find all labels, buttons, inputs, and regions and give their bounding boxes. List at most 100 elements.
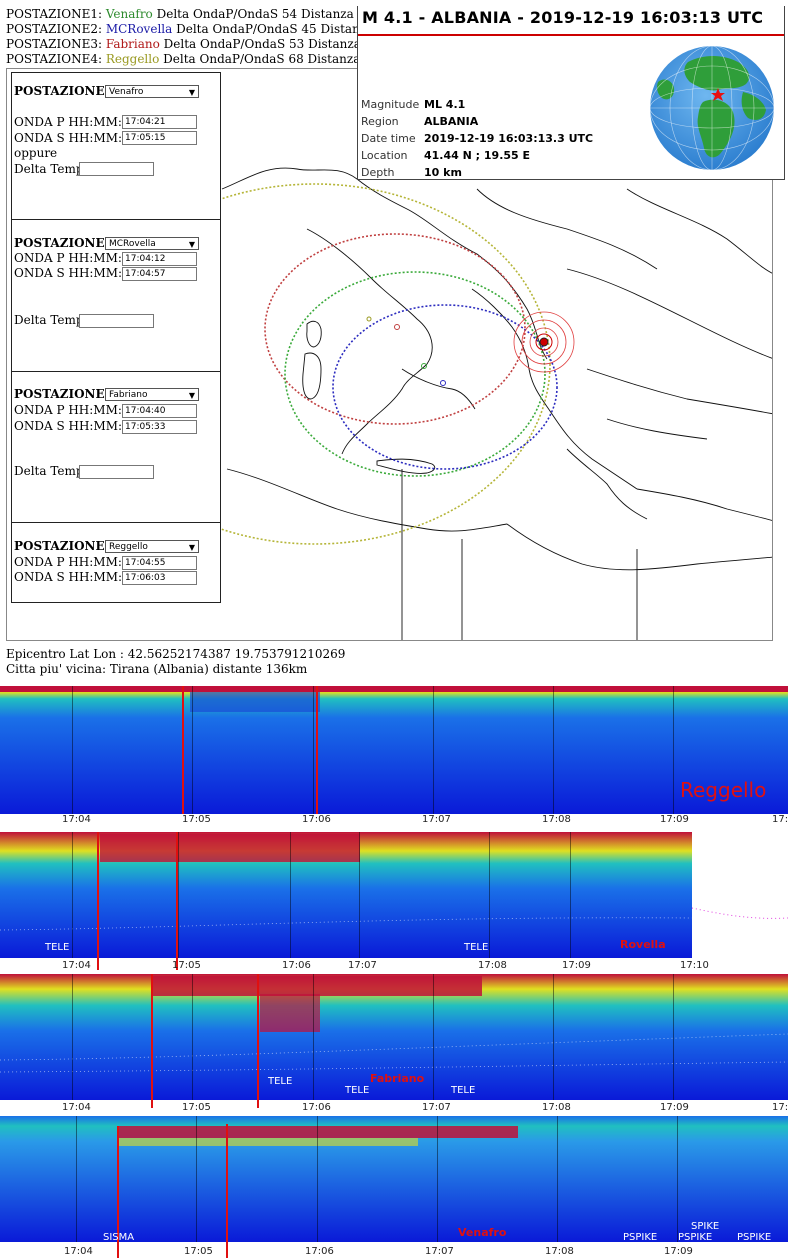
delta-tempo-label: Delta Tempo — [14, 313, 91, 327]
station-select-value: Reggello — [109, 542, 148, 552]
grid-line — [178, 832, 179, 958]
datetime-key: Date time — [361, 132, 416, 145]
spectrogram-image — [0, 832, 788, 958]
corsica — [306, 320, 322, 348]
event-label: PSPIKE — [737, 1232, 772, 1243]
station-form-panel: POSTAZIONE Venafro ▼ ONDA P HH:MM:SS 17:0… — [11, 72, 221, 603]
venafro-station-marker — [421, 363, 427, 369]
station-select-2[interactable]: MCRovella ▼ — [105, 237, 199, 250]
spectrogram-reggello: Reggello 17:04 17:05 17:06 17:07 17:08 1… — [0, 686, 788, 828]
oppure-text: oppure — [14, 146, 58, 160]
s-wave-pick-line — [226, 1124, 228, 1258]
station-label: Venafro — [458, 1226, 507, 1239]
header-detail: Delta OndaP/OndaS 54 Distanza Km:537 — [152, 7, 405, 21]
time-tick: 17:04 — [62, 960, 91, 970]
section-heading: POSTAZIONE — [14, 236, 105, 250]
station-name: MCRovella — [105, 22, 173, 36]
turkey-south-coast — [636, 488, 772, 521]
location-key: Location — [361, 149, 408, 162]
header-prefix: POSTAZIONE2: — [6, 22, 106, 36]
time-tick: 17:06 — [302, 1102, 331, 1112]
station-label: Fabriano — [370, 1072, 425, 1085]
grid-line — [317, 1116, 318, 1242]
section-heading: POSTAZIONE — [14, 539, 105, 553]
time-tick: 17:09 — [664, 1246, 693, 1257]
onda-s-input-4[interactable]: 17:06:03 — [122, 571, 197, 585]
sicily — [376, 458, 436, 474]
grid-line — [313, 686, 314, 814]
time-tick: 17:10 — [772, 814, 788, 825]
reggello-station-marker — [366, 316, 372, 322]
chevron-down-icon: ▼ — [188, 88, 195, 97]
time-tick: 17:05 — [172, 960, 201, 970]
section-heading: POSTAZIONE — [14, 387, 105, 401]
onda-s-input-1[interactable]: 17:05:15 — [122, 131, 197, 145]
rovella-distance-circle — [332, 304, 558, 470]
time-tick: 17:05 — [182, 814, 211, 825]
onda-p-input-1[interactable]: 17:04:21 — [122, 115, 197, 129]
time-tick: 17:09 — [660, 1102, 689, 1112]
onda-s-label: ONDA S HH:MM:SS — [14, 570, 139, 584]
onda-s-input-3[interactable]: 17:05:33 — [122, 420, 197, 434]
onda-p-input-4[interactable]: 17:04:55 — [122, 556, 197, 570]
event-label: TELE — [45, 942, 70, 953]
delta-tempo-input-3[interactable] — [79, 465, 154, 479]
chevron-down-icon: ▼ — [188, 543, 195, 552]
time-tick: 17:10 — [772, 1102, 788, 1112]
earthquake-info-card: M 4.1 - ALBANIA - 2019-12-19 16:03:13 UT… — [357, 6, 785, 180]
nearest-city: Citta piu' vicina: Tirana (Albania) dist… — [6, 662, 308, 676]
grid-line — [437, 1116, 438, 1242]
spectrogram-rovella: TELE TELE Rovella 17:04 17:05 17:06 17:0… — [0, 832, 788, 970]
magnitude-key: Magnitude — [361, 98, 420, 111]
station-select-3[interactable]: Fabriano ▼ — [105, 388, 199, 401]
region-value: ALBANIA — [424, 115, 479, 128]
fabriano-station-marker — [394, 324, 400, 330]
time-tick: 17:08 — [545, 1246, 574, 1257]
onda-p-input-2[interactable]: 17:04:12 — [122, 252, 197, 266]
station-name: Reggello — [105, 52, 160, 66]
onda-s-input-2[interactable]: 17:04:57 — [122, 267, 197, 281]
epicenter-star-icon — [711, 88, 725, 101]
event-label: PSPIKE — [623, 1232, 658, 1243]
p-wave-pick-line — [117, 1126, 119, 1258]
time-tick: 17:06 — [282, 960, 311, 970]
event-label: PSPIKE — [678, 1232, 713, 1243]
station-select-1[interactable]: Venafro ▼ — [105, 85, 199, 98]
station-name: Fabriano — [105, 37, 160, 51]
time-tick: 17:07 — [422, 814, 451, 825]
time-tick: 17:07 — [425, 1246, 454, 1257]
onda-p-label: ONDA P HH:MM:SS — [14, 555, 139, 569]
grid-line — [290, 832, 291, 958]
time-tick: 17:04 — [62, 814, 91, 825]
time-tick: 17:05 — [182, 1102, 211, 1112]
libya-coast — [506, 523, 772, 571]
delta-tempo-input-1[interactable] — [79, 162, 154, 176]
station-select-value: Fabriano — [109, 390, 148, 400]
italy-coast — [306, 228, 433, 455]
depth-key: Depth — [361, 166, 395, 179]
time-tick: 17:07 — [348, 960, 377, 970]
p-wave-pick-line — [97, 832, 99, 970]
onda-s-label: ONDA S HH:MM:SS — [14, 266, 139, 280]
onda-p-input-3[interactable]: 17:04:40 — [122, 404, 197, 418]
station-select-4[interactable]: Reggello ▼ — [105, 540, 199, 553]
delta-tempo-input-2[interactable] — [79, 314, 154, 328]
header-detail: Delta OndaP/OndaS 68 Distanza Km:705 — [159, 52, 412, 66]
delta-tempo-label: Delta Tempo — [14, 464, 91, 478]
grid-line — [72, 832, 73, 958]
p-wave-pick-line — [182, 686, 184, 814]
border — [586, 368, 772, 415]
station-label: Rovella — [620, 938, 666, 951]
time-tick: 17:06 — [302, 814, 331, 825]
station-select-value: MCRovella — [109, 239, 156, 249]
region-key: Region — [361, 115, 399, 128]
event-label: TELE — [268, 1076, 293, 1087]
rovella-station-marker — [440, 380, 446, 386]
grid-line — [673, 974, 674, 1100]
border — [566, 268, 772, 359]
venafro-distance-circle — [284, 271, 546, 477]
reggello-distance-circle — [79, 183, 551, 545]
sardinia — [302, 352, 322, 400]
grid-line — [677, 1116, 678, 1242]
grid-line — [433, 686, 434, 814]
